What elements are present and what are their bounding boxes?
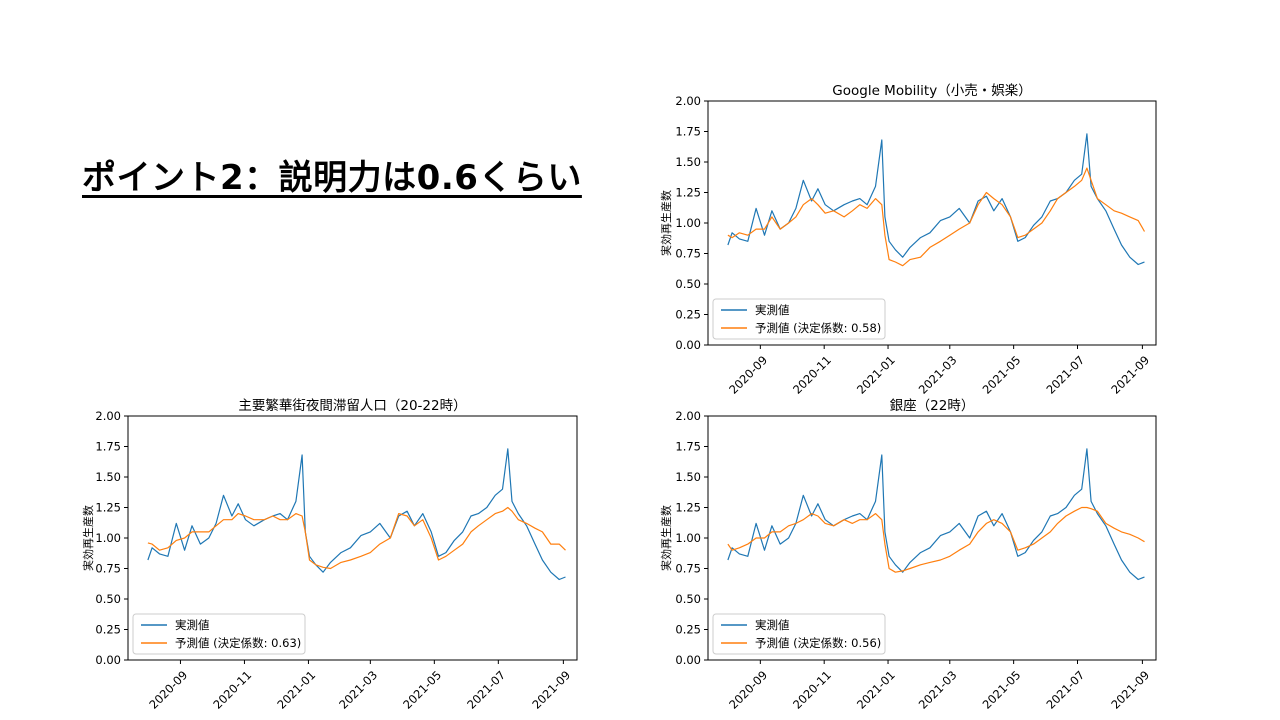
- y-axis-label: 実効再生産数: [659, 505, 673, 571]
- y-tick-label: 0.50: [675, 277, 701, 291]
- y-tick-label: 1.75: [95, 440, 121, 454]
- y-tick-label: 1.00: [675, 531, 701, 545]
- x-tick-label: 2020-09: [726, 668, 770, 712]
- series-line-predicted: [727, 506, 1145, 573]
- x-tick-label: 2021-09: [1108, 668, 1152, 712]
- legend-label: 実測値: [755, 618, 790, 632]
- legend-label: 実測値: [755, 303, 790, 317]
- y-tick-label: 1.50: [95, 470, 121, 484]
- y-tick-label: 1.50: [675, 470, 701, 484]
- legend-label: 予測値 (決定係数: 0.63): [175, 636, 301, 650]
- y-tick-label: 0.25: [675, 308, 701, 322]
- legend-label: 予測値 (決定係数: 0.56): [755, 636, 881, 650]
- y-tick-label: 2.00: [675, 409, 701, 423]
- y-tick-label: 0.50: [675, 592, 701, 606]
- y-tick-label: 1.75: [675, 125, 701, 139]
- series-line-predicted: [727, 167, 1146, 267]
- chart-title: 主要繁華街夜間滞留人口（20-22時）: [238, 398, 466, 414]
- series-line-predicted: [147, 506, 566, 570]
- series-line-actual: [727, 133, 1145, 266]
- plot-frame: [127, 415, 578, 661]
- y-tick-label: 1.25: [675, 501, 701, 515]
- legend-label: 予測値 (決定係数: 0.58): [755, 321, 881, 335]
- y-tick-label: 0.75: [675, 247, 701, 261]
- x-tick-label: 2021-05: [980, 668, 1024, 712]
- x-tick-label: 2021-03: [916, 668, 960, 712]
- y-tick-label: 0.75: [675, 562, 701, 576]
- y-tick-label: 0.25: [675, 623, 701, 637]
- legend: [132, 613, 306, 655]
- x-tick-label: 2021-01: [854, 668, 898, 712]
- chart-title: Google Mobility（小売・娯楽）: [832, 83, 1031, 99]
- y-tick-label: 0.75: [95, 562, 121, 576]
- y-tick-label: 1.75: [675, 440, 701, 454]
- y-tick-label: 2.00: [675, 94, 701, 108]
- y-axis-label: 実効再生産数: [659, 190, 673, 256]
- y-tick-label: 0.00: [675, 338, 701, 352]
- y-axis-label: 実効再生産数: [81, 505, 95, 571]
- chart-title: 銀座（22時）: [890, 398, 975, 414]
- series-line-actual: [727, 448, 1145, 581]
- y-tick-label: 0.00: [675, 653, 701, 667]
- y-tick-label: 1.50: [675, 155, 701, 169]
- y-tick-label: 1.25: [95, 501, 121, 515]
- x-tick-label: 2021-07: [1043, 668, 1087, 712]
- slide-title: ポイント2：説明力は0.6くらい: [82, 158, 582, 198]
- y-tick-label: 1.25: [675, 186, 701, 200]
- y-tick-label: 1.00: [675, 216, 701, 230]
- legend-label: 実測値: [175, 618, 210, 632]
- y-tick-label: 2.00: [95, 409, 121, 423]
- y-tick-label: 1.00: [95, 531, 121, 545]
- plot-frame: [707, 415, 1157, 661]
- y-tick-label: 0.00: [95, 653, 121, 667]
- y-tick-label: 0.25: [95, 623, 121, 637]
- plot-frame: [707, 100, 1157, 346]
- y-tick-label: 0.50: [95, 592, 121, 606]
- legend: [712, 613, 886, 655]
- x-tick-label: 2020-11: [790, 668, 834, 712]
- legend: [712, 298, 886, 340]
- series-line-actual: [147, 448, 566, 581]
